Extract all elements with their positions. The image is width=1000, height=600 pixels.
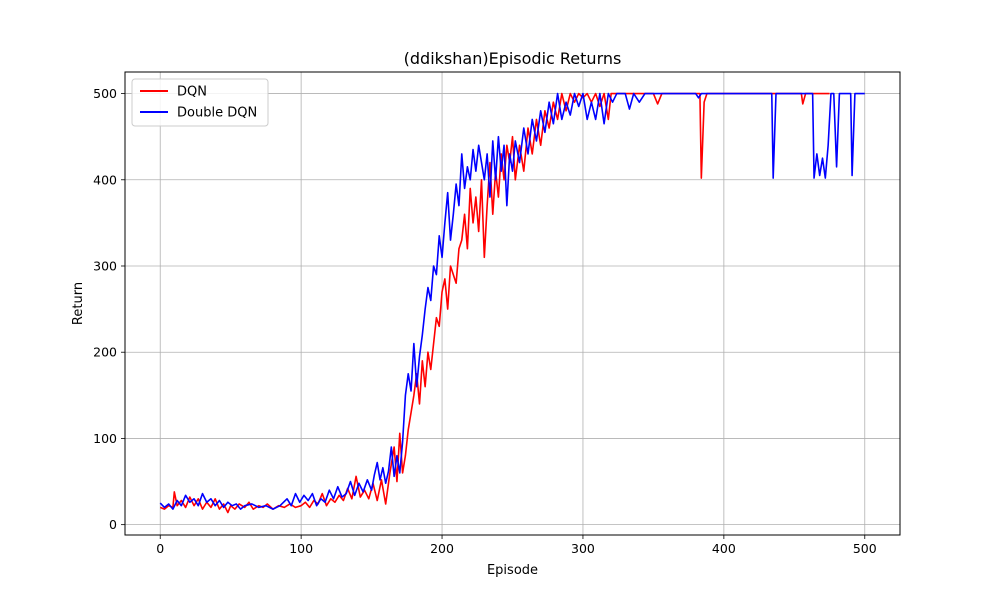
y-tick-label: 400 [93, 172, 117, 187]
plot-area [125, 72, 900, 535]
y-axis-label: Return [71, 282, 86, 325]
x-tick-label: 500 [853, 541, 877, 556]
y-tick-label: 200 [93, 345, 117, 360]
legend-label-double-dqn: Double DQN [177, 106, 257, 121]
series-line-dqn [159, 92, 830, 514]
y-tick-label: 300 [93, 258, 117, 273]
grid [125, 72, 900, 535]
y-tick-label: 500 [93, 86, 117, 101]
x-tick-label: 400 [712, 541, 736, 556]
y-tick-label: 100 [93, 431, 117, 446]
chart-title: (ddikshan)Episodic Returns [404, 49, 622, 68]
y-tick-label: 0 [109, 517, 117, 532]
x-tick-label: 100 [289, 541, 313, 556]
legend-label-dqn: DQN [177, 85, 207, 100]
x-axis-label: Episode [487, 563, 538, 578]
x-tick-label: 300 [571, 541, 595, 556]
series-line-double-dqn [159, 92, 865, 510]
x-tick-label: 200 [430, 541, 454, 556]
plot-frame [124, 71, 901, 536]
ticks: 0 100 200 300 400 500 0 100 200 300 400 500 [93, 86, 877, 556]
series-layer [159, 92, 865, 514]
x-tick-label: 0 [156, 541, 164, 556]
legend: DQN Double DQN [131, 78, 269, 127]
